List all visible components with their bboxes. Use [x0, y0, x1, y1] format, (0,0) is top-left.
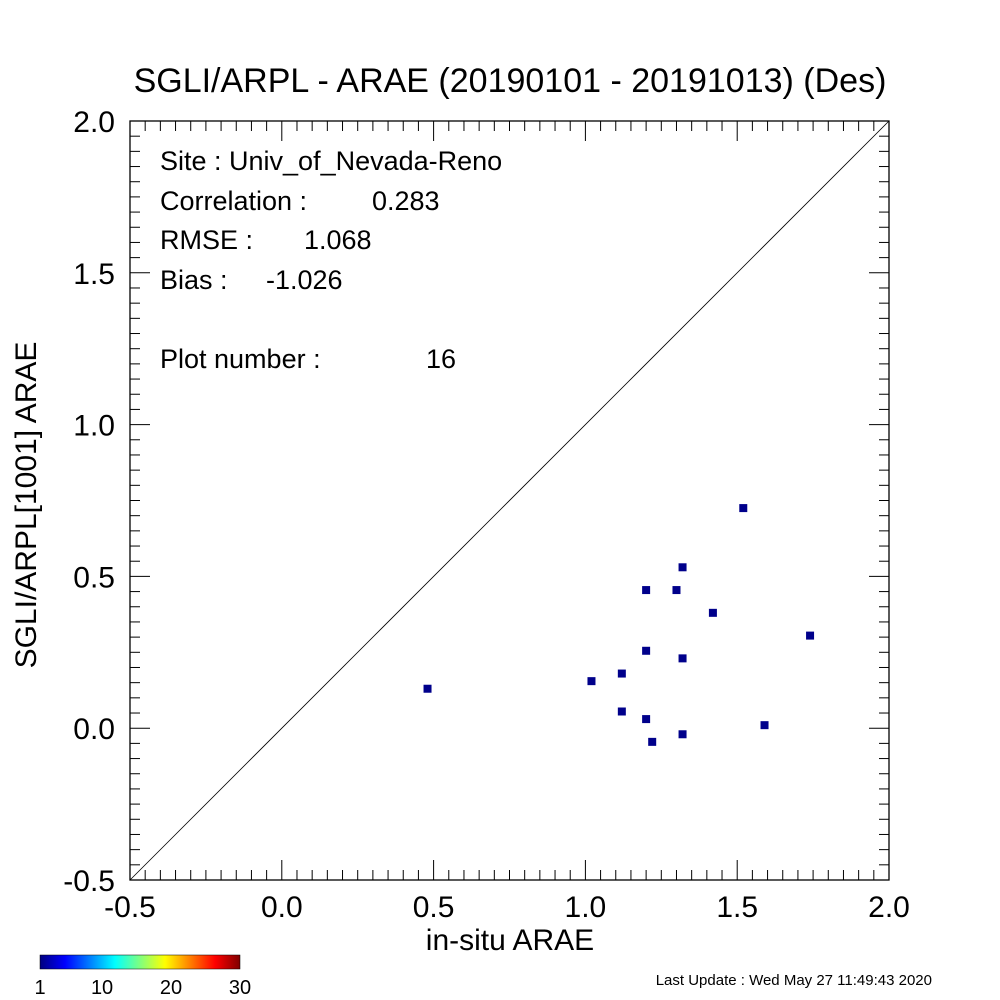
scatter-point	[678, 654, 687, 663]
chart-title: SGLI/ARPL - ARAE (20190101 - 20191013) (…	[134, 62, 887, 100]
rmse-value: 1.068	[304, 225, 372, 255]
correlation-value: 0.283	[372, 186, 440, 216]
one-to-one-line	[129, 120, 890, 881]
colorbar-tick-label: 10	[91, 977, 113, 999]
colorbar-tick-label: 1	[34, 977, 45, 999]
colorbar-tick-label: 30	[229, 977, 251, 999]
y-axis-label: SGLI/ARPL[1001] ARAE	[10, 342, 43, 669]
bias-value: -1.026	[266, 265, 343, 295]
y-tick-label: 0.0	[73, 713, 115, 746]
scatter-point	[708, 608, 717, 617]
x-axis-label: in-situ ARAE	[426, 924, 594, 957]
data-points	[423, 504, 815, 746]
scatter-point	[678, 730, 687, 739]
colorbar-tick-label: 20	[160, 977, 182, 999]
scatter-point	[423, 684, 432, 693]
correlation-label: Correlation :	[160, 186, 307, 216]
last-update-text: Last Update : Wed May 27 11:49:43 2020	[656, 972, 932, 989]
scatter-point	[642, 715, 651, 724]
x-tick-label: 2.0	[868, 891, 910, 924]
bias-label: Bias :	[160, 265, 228, 295]
rmse-label: RMSE :	[160, 225, 253, 255]
scatter-point	[648, 737, 657, 746]
x-tick-label: -0.5	[104, 891, 156, 924]
y-tick-label: -0.5	[63, 865, 115, 898]
scatter-point	[617, 707, 626, 716]
site-text: Site : Univ_of_Nevada-Reno	[160, 146, 502, 176]
scatter-point	[672, 586, 681, 595]
y-tick-labels: -0.5 0.0 0.5 1.0 1.5 2.0	[63, 106, 115, 898]
x-tick-label: 1.0	[565, 891, 607, 924]
y-tick-label: 1.5	[73, 258, 115, 291]
x-tick-label: 0.0	[261, 891, 303, 924]
scatter-point	[739, 504, 748, 513]
x-tick-labels: -0.5 0.0 0.5 1.0 1.5 2.0	[104, 891, 910, 924]
y-tick-label: 1.0	[73, 410, 115, 443]
y-tick-label: 2.0	[73, 106, 115, 139]
scatter-point	[617, 669, 626, 678]
scatter-point	[760, 721, 769, 730]
plot-number-label: Plot number :	[160, 344, 321, 374]
scatter-point	[587, 677, 596, 686]
scatter-point	[678, 563, 687, 572]
colorbar-labels: 1 10 20 30	[34, 977, 251, 999]
axis-ticks	[129, 120, 890, 881]
y-tick-label: 0.5	[73, 561, 115, 594]
scatter-point	[806, 631, 815, 640]
x-tick-label: 1.5	[716, 891, 758, 924]
scatter-point	[642, 646, 651, 655]
x-tick-label: 0.5	[413, 891, 455, 924]
plot-number-value: 16	[426, 344, 456, 374]
scatter-point	[642, 586, 651, 595]
colorbar	[39, 954, 241, 970]
